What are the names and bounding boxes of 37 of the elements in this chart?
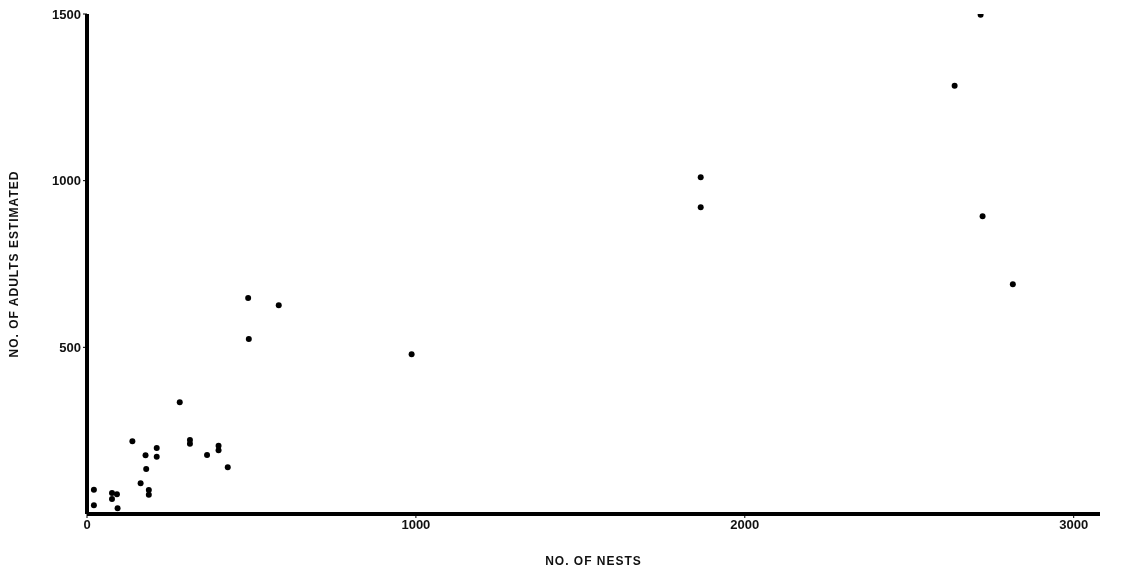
point [697, 204, 704, 211]
point [145, 487, 152, 493]
point [142, 452, 149, 459]
point [224, 464, 231, 471]
y-tick-label: 500 [59, 339, 81, 355]
point [176, 399, 183, 406]
point [204, 452, 211, 458]
point [143, 466, 150, 472]
point [90, 502, 97, 509]
x-tick-label: 2000 [730, 517, 760, 533]
point [245, 295, 252, 301]
point [129, 438, 136, 445]
point [153, 453, 160, 460]
point [951, 82, 958, 89]
point [1009, 281, 1016, 288]
point [979, 213, 986, 220]
x-tick-label: 3000 [1059, 517, 1089, 533]
point [137, 480, 144, 487]
point [109, 496, 115, 502]
point [114, 505, 121, 512]
point [153, 445, 160, 451]
x-tick-label: 0 [83, 517, 91, 533]
y-axis-title: NO. OF ADULTS ESTIMATED [7, 170, 22, 358]
point [215, 447, 222, 454]
y-tick-label: 1500 [52, 6, 81, 22]
point [275, 302, 282, 309]
point [113, 491, 120, 498]
point [90, 486, 97, 493]
point [186, 440, 193, 447]
x-axis-title: NO. OF NESTS [545, 554, 642, 568]
y-tick-label: 1000 [52, 173, 81, 189]
point [697, 174, 704, 181]
point [245, 336, 252, 342]
point [145, 491, 152, 498]
point [408, 351, 415, 358]
x-tick-label: 1000 [401, 517, 431, 533]
point [109, 490, 115, 496]
